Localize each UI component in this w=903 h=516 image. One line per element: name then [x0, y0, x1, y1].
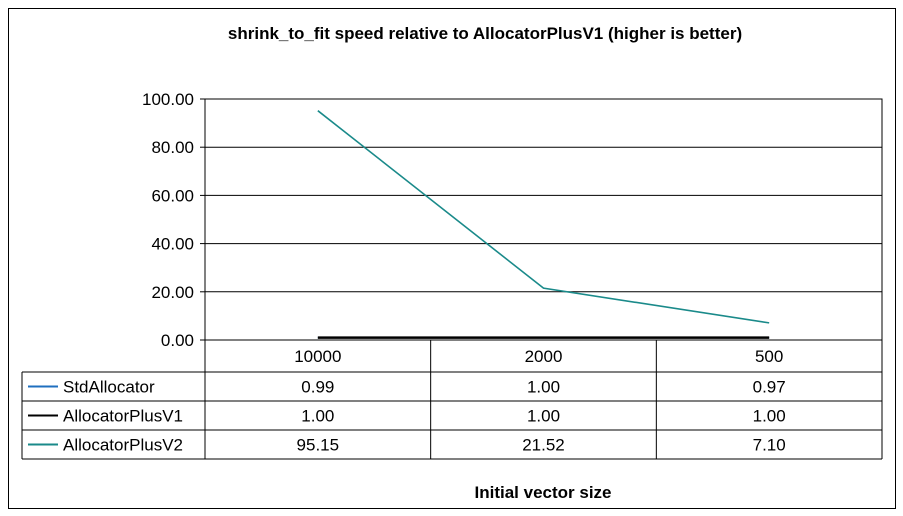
data-table: StdAllocator 0.99 1.00 0.97 AllocatorPlusV1 1… [21, 340, 883, 460]
series-line [317, 110, 770, 324]
y-axis: 100.00 80.00 60.00 40.00 20.00 0.00 [142, 90, 205, 350]
y-tick-label: 20.00 [151, 283, 194, 302]
data-label: 1.00 [527, 407, 560, 426]
legend-label: AllocatorPlusV2 [63, 436, 183, 455]
data-label: 7.10 [753, 436, 786, 455]
x-axis-label: Initial vector size [475, 483, 612, 502]
data-label: 95.15 [297, 436, 340, 455]
chart-border [8, 8, 896, 509]
data-label: 1.00 [527, 378, 560, 397]
grid [204, 98, 883, 341]
x-axis: 10000 2000 500 [294, 347, 783, 366]
data-label: 1.00 [753, 407, 786, 426]
chart-title: shrink_to_fit speed relative to Allocato… [228, 24, 742, 43]
x-tick-label: 10000 [294, 347, 341, 366]
data-label: 1.00 [301, 407, 334, 426]
legend-label: StdAllocator [63, 378, 155, 397]
y-tick-label: 100.00 [142, 90, 194, 109]
y-tick-label: 0.00 [161, 331, 194, 350]
data-label: 0.99 [301, 378, 334, 397]
y-tick-label: 60.00 [151, 186, 194, 205]
x-tick-label: 2000 [525, 347, 563, 366]
data-label: 0.97 [753, 378, 786, 397]
plot-area [317, 110, 770, 339]
data-label: 21.52 [522, 436, 565, 455]
y-tick-label: 40.00 [151, 235, 194, 254]
y-tick-label: 80.00 [151, 138, 194, 157]
legend-label: AllocatorPlusV1 [63, 407, 183, 426]
x-tick-label: 500 [755, 347, 783, 366]
